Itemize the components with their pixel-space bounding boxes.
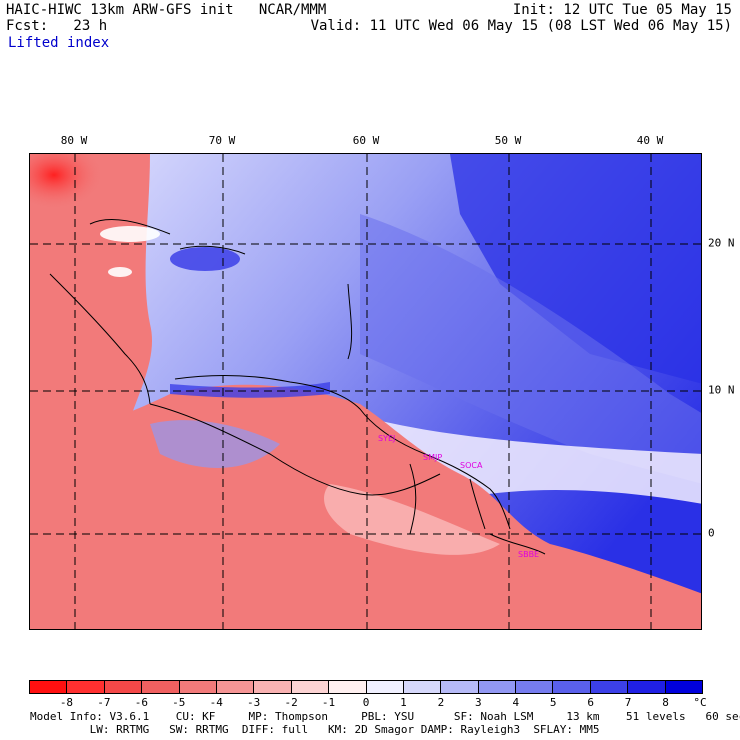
colorbar-tick-label: -2: [284, 696, 298, 709]
station-sbbe: SBBE: [518, 550, 540, 559]
forecast-hour: Fcst: 23 h: [6, 18, 108, 34]
lon-label-80w: 80 W: [60, 134, 88, 147]
colorbar-swatch: [179, 681, 217, 693]
deep-blue-ne: [450, 154, 701, 384]
lon-label-60w: 60 W: [352, 134, 380, 147]
colorbar-tick-label: -8: [59, 696, 74, 709]
lifted-index-map: SYEJ SMJP SOCA SBBE: [29, 153, 702, 630]
colorbar-tick-label: -7: [97, 696, 111, 709]
lon-label-50w: 50 W: [494, 134, 522, 147]
colorbar-swatch: [291, 681, 330, 693]
colorbar-swatch: [478, 681, 517, 693]
lon-label-70w: 70 W: [208, 134, 236, 147]
colorbar-swatch: [30, 681, 68, 693]
colorbar-tick-label: 5: [549, 696, 557, 709]
hispaniola-cool: [170, 247, 240, 271]
colorbar-swatch: [329, 681, 367, 693]
colorbar: [29, 680, 703, 694]
lon-label-40w: 40 W: [636, 134, 664, 147]
colorbar-swatch: [254, 681, 292, 693]
colorbar-swatch: [403, 681, 442, 693]
swirl-band: [360, 214, 701, 484]
colorbar-swatch: [516, 681, 554, 693]
title-line: HAIC-HIWC 13km ARW-GFS init NCAR/MMM: [6, 2, 327, 18]
lat-label-20n: 20 N: [708, 236, 735, 250]
station-syej: SYEJ: [378, 434, 396, 443]
colorbar-swatch: [590, 681, 629, 693]
colorbar-swatch: [104, 681, 143, 693]
venezuela-coast-cool: [170, 382, 330, 398]
lat-label-0: 0: [708, 526, 715, 540]
colorbar-tick-label: 7: [624, 696, 632, 709]
colorbar-swatch: [628, 681, 666, 693]
valid-time: Valid: 11 UTC Wed 06 May 15 (08 LST Wed …: [310, 18, 732, 34]
model-info-line1: Model Info: V3.6.1 CU: KF MP: Thompson P…: [30, 710, 740, 723]
jamaica-white: [108, 267, 132, 277]
colorbar-tick-label: -6: [134, 696, 148, 709]
colorbar-tick-label: 4: [512, 696, 520, 709]
amazon-light-zone: [324, 484, 500, 555]
colorbar-tick-label: 2: [437, 696, 445, 709]
colorbar-tick-label: -5: [172, 696, 186, 709]
colorbar-swatch: [67, 681, 105, 693]
colorbar-tick-label: -3: [247, 696, 261, 709]
colorbar-swatch: [553, 681, 591, 693]
station-smjp: SMJP: [423, 453, 443, 462]
colorbar-swatch: [366, 681, 404, 693]
colorbar-swatch: [142, 681, 180, 693]
station-soca: SOCA: [460, 461, 483, 470]
map-field-svg: [30, 154, 701, 629]
colorbar-tick-label: 3: [475, 696, 482, 709]
colorbar-tick-label: 6: [587, 696, 594, 709]
init-time: Init: 12 UTC Tue 05 May 15: [512, 2, 732, 18]
model-info-line2: LW: RRTMG SW: RRTMG DIFF: full KM: 2D Sm…: [30, 723, 600, 736]
colorbar-swatch: [216, 681, 255, 693]
colorbar-tick-label: -1: [321, 696, 336, 709]
coastlines: [49, 218, 546, 555]
colorbar-tick-label: -4: [209, 696, 223, 709]
graticule: [30, 154, 701, 629]
cuba-white: [100, 226, 160, 242]
llanos-cool: [150, 420, 280, 468]
colorbar-swatch: [665, 681, 703, 693]
colorbar-swatch: [441, 681, 479, 693]
colorbar-tick-label: 0: [362, 696, 370, 709]
colorbar-unit: °C: [693, 696, 707, 709]
colorbar-tick-label: 8: [662, 696, 669, 709]
field-name: Lifted index: [8, 35, 110, 51]
lat-label-10n: 10 N: [708, 383, 735, 397]
colorbar-tick-label: 1: [400, 696, 407, 709]
